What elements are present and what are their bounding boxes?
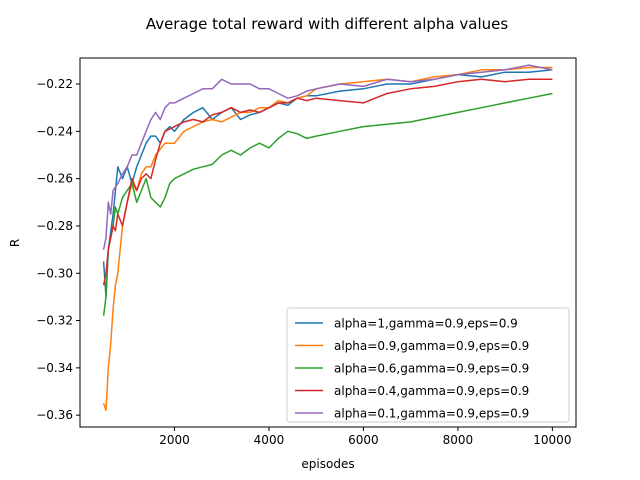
y-tick-label: −0.26 xyxy=(36,172,73,186)
legend-label-0: alpha=1,gamma=0.9,eps=0.9 xyxy=(334,317,518,331)
legend-box xyxy=(286,307,570,423)
y-tick-label: −0.30 xyxy=(36,266,73,280)
x-tick-label: 6000 xyxy=(348,433,379,447)
y-tick-label: −0.36 xyxy=(36,408,73,422)
x-axis: 2000 4000 6000 8000 10000 xyxy=(159,427,571,447)
x-tick-label: 2000 xyxy=(159,433,190,447)
y-axis-label: R xyxy=(8,239,22,247)
y-tick-label: −0.22 xyxy=(36,77,73,91)
legend: alpha=1,gamma=0.9,eps=0.9 alpha=0.9,gamma… xyxy=(286,307,570,423)
chart-title: Average total reward with different alph… xyxy=(146,15,509,33)
legend-label-2: alpha=0.6,gamma=0.9,eps=0.9 xyxy=(334,362,529,376)
y-tick-label: −0.32 xyxy=(36,314,73,328)
legend-label-1: alpha=0.9,gamma=0.9,eps=0.9 xyxy=(334,339,529,353)
y-axis: −0.36 −0.34 −0.32 −0.30 −0.28 −0.26 −0.24 −0.22 xyxy=(36,77,80,422)
series-line-0 xyxy=(102,69,553,298)
axes-frame xyxy=(79,57,577,428)
plot-area xyxy=(102,64,553,412)
series-line-2 xyxy=(102,92,553,316)
legend-label-4: alpha=0.1,gamma=0.9,eps=0.9 xyxy=(334,407,529,421)
x-tick-label: 4000 xyxy=(254,433,285,447)
series-line-3 xyxy=(102,78,553,286)
x-tick-label: 10000 xyxy=(533,433,571,447)
y-tick-label: −0.24 xyxy=(36,124,73,138)
x-axis-label: episodes xyxy=(301,457,354,471)
series-line-4 xyxy=(102,64,553,250)
y-tick-label: −0.34 xyxy=(36,361,73,375)
x-tick-label: 8000 xyxy=(443,433,474,447)
y-tick-label: −0.28 xyxy=(36,219,73,233)
legend-label-3: alpha=0.4,gamma=0.9,eps=0.9 xyxy=(334,384,529,398)
